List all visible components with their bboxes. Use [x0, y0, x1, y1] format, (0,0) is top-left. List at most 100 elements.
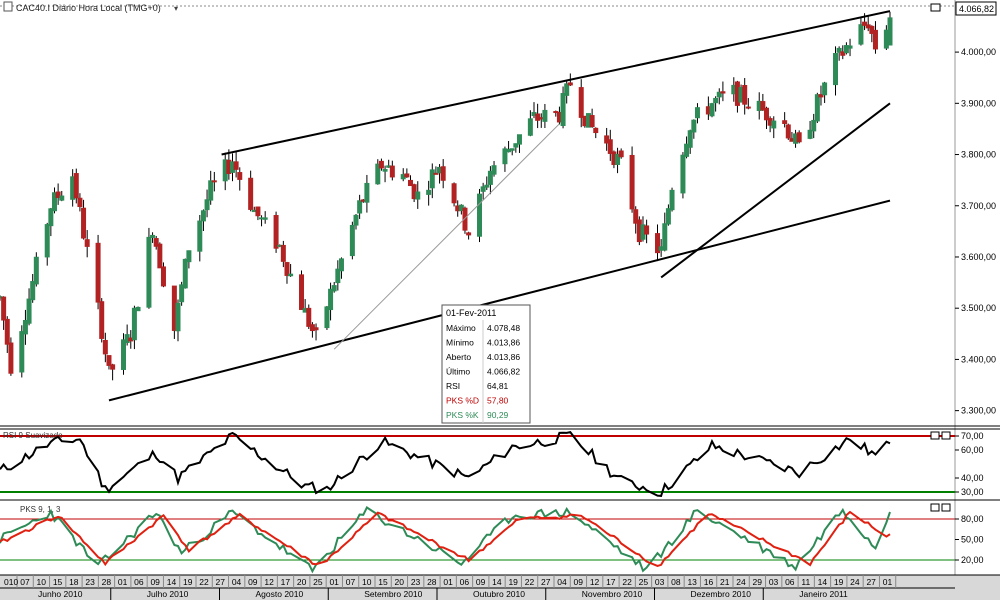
candle-body — [204, 199, 210, 211]
candle-body — [160, 266, 166, 287]
day-label: 27 — [866, 577, 876, 587]
day-label: 22 — [525, 577, 535, 587]
info-row-label: PKS %K — [446, 410, 479, 420]
candle-body — [560, 93, 566, 127]
day-label: 10 — [37, 577, 47, 587]
day-label: 01 — [443, 577, 453, 587]
candle-body — [353, 214, 359, 226]
day-label: 16 — [704, 577, 714, 587]
day-label: 03 — [769, 577, 779, 587]
pks-title: PKS 9, 1, 3 — [20, 505, 61, 514]
rsi-minimize-icon[interactable] — [930, 431, 940, 440]
candle-body — [840, 51, 846, 56]
day-label: 19 — [508, 577, 518, 587]
price-tick-label: 3.300,00 — [961, 406, 996, 416]
pks-minimize-icon[interactable] — [930, 503, 940, 512]
trendline[interactable] — [108, 199, 891, 402]
rsi-tick-label: 30,00 — [961, 487, 984, 497]
candle-body — [338, 258, 344, 272]
info-row-value: 4.013,86 — [487, 338, 520, 348]
pks-close-icon[interactable] — [941, 503, 951, 512]
chevron-down-icon[interactable]: ▾ — [174, 4, 178, 13]
candle-body — [491, 165, 497, 175]
price-tick-label: 4.000,00 — [961, 47, 996, 57]
day-label: 06 — [134, 577, 144, 587]
candle-body — [742, 85, 748, 105]
info-row-value: 57,80 — [487, 396, 509, 406]
rsi-close-icon[interactable] — [941, 431, 951, 440]
price-tick-label: 3.400,00 — [961, 354, 996, 364]
price-tick-label: 3.600,00 — [961, 252, 996, 262]
month-label: Janeiro 2011 — [799, 589, 848, 599]
chart-header: CAC40.I Diário Hora Local (TMG+0) ▾ 4.06… — [3, 1, 997, 16]
info-row-label: Aberto — [446, 352, 471, 362]
candle-body — [709, 103, 715, 117]
candle-body — [516, 134, 522, 145]
candle-body — [433, 172, 439, 175]
day-label: 09 — [248, 577, 258, 587]
candle-body — [382, 169, 388, 172]
day-label: 23 — [411, 577, 421, 587]
candle-body — [237, 172, 243, 180]
candle-body — [102, 339, 108, 355]
candle-body — [106, 355, 112, 366]
info-row-value: 4.066,82 — [487, 367, 520, 377]
candle-body — [182, 258, 188, 289]
candle-body — [73, 173, 79, 199]
candle-body — [687, 130, 693, 148]
candle-body — [186, 250, 192, 263]
candle-body — [110, 364, 116, 370]
candle-body — [847, 45, 853, 49]
trendlines-layer — [108, 10, 891, 402]
candle-body — [299, 274, 305, 310]
candle-body — [451, 183, 457, 204]
chart-title: CAC40.I Diário Hora Local (TMG+0) — [16, 3, 161, 13]
candle-body — [477, 193, 483, 237]
candle-body — [716, 91, 722, 98]
candle-body — [262, 217, 268, 220]
info-row-label: Último — [446, 367, 470, 377]
candle-body — [665, 208, 671, 225]
info-date: 01-Fev-2011 — [446, 308, 496, 318]
pks-d-line — [0, 510, 891, 567]
day-label: 06 — [785, 577, 795, 587]
candle-body — [157, 243, 163, 269]
candle-body — [887, 17, 893, 46]
candle-body — [375, 163, 381, 185]
trendline[interactable] — [660, 102, 891, 279]
candle-body — [331, 285, 337, 292]
day-label: 18 — [69, 577, 79, 587]
candle-body — [843, 45, 849, 54]
candle-body — [81, 207, 87, 239]
day-label: 15 — [378, 577, 388, 587]
candle-body — [680, 154, 686, 194]
day-label: 10 — [362, 577, 372, 587]
day-label: 07 — [346, 577, 356, 587]
trendline[interactable] — [333, 123, 560, 350]
day-label: 07 — [20, 577, 30, 587]
trendline[interactable] — [221, 10, 891, 156]
day-label: 01 — [118, 577, 128, 587]
maximize-icon[interactable] — [930, 3, 941, 12]
window-icon[interactable] — [3, 1, 13, 12]
price-tick-label: 3.700,00 — [961, 201, 996, 211]
candle-body — [55, 191, 61, 199]
day-label: 17 — [606, 577, 616, 587]
pks-k-line — [0, 506, 891, 574]
candle-body — [836, 47, 842, 53]
day-label: 06 — [460, 577, 470, 587]
info-row-label: Máximo — [446, 323, 476, 333]
day-label: 01 — [883, 577, 893, 587]
candle-body — [782, 120, 788, 124]
candle-body — [197, 220, 203, 252]
month-label: Setembro 2010 — [364, 589, 422, 599]
day-label: 23 — [85, 577, 95, 587]
candle-body — [153, 238, 159, 247]
candle-body — [313, 327, 319, 331]
month-label: Julho 2010 — [147, 589, 189, 599]
last-price-value: 4.066,82 — [959, 4, 994, 14]
candle-body — [179, 284, 185, 303]
rsi-tick-label: 70,00 — [961, 431, 984, 441]
